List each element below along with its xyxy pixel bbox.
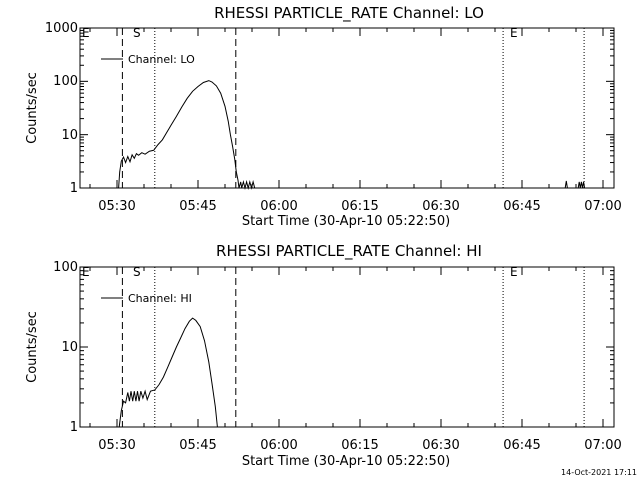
lo-y-tick-label: 10 (61, 128, 78, 143)
lo-x-tick-label: 05:45 (179, 199, 216, 214)
hi-chart-marks (80, 266, 614, 428)
hi-corner-label: E (82, 265, 90, 279)
lo-y-tick-label: 1 (70, 181, 78, 196)
hi-start-marker-label: S (133, 265, 141, 279)
footer-timestamp: 14-Oct-2021 17:11 (561, 468, 637, 477)
lo-chart-marks (80, 27, 614, 190)
lo-x-tick-label: 06:00 (260, 199, 297, 214)
hi-x-tick-label: 05:30 (98, 438, 135, 453)
lo-y-tick-label: 100 (53, 74, 78, 89)
lo-series-line (118, 80, 256, 190)
hi-x-tick-label: 06:00 (260, 438, 297, 453)
lo-end-marker-label: E (510, 26, 518, 40)
lo-chart-title: RHESSI PARTICLE_RATE Channel: LO (214, 4, 484, 23)
lo-x-tick-label: 06:45 (503, 199, 540, 214)
lo-start-marker-label: S (133, 26, 141, 40)
hi-y-tick-label: 1 (70, 420, 78, 435)
hi-x-tick-label: 06:15 (341, 438, 378, 453)
hi-plot-frame (79, 266, 615, 428)
hi-y-tick-label: 10 (61, 340, 78, 355)
lo-x-tick-label: 06:15 (341, 199, 378, 214)
hi-series-line (118, 317, 218, 428)
lo-panel: RHESSI PARTICLE_RATE Channel: LO Counts/… (25, 4, 622, 229)
lo-y-axis-label: Counts/sec (25, 72, 40, 144)
lo-legend-label: Channel: LO (128, 53, 195, 66)
lo-x-tick-label: 05:30 (98, 199, 135, 214)
hi-panel: RHESSI PARTICLE_RATE Channel: HI Counts/… (25, 242, 622, 469)
lo-x-tick-label: 06:30 (422, 199, 459, 214)
lo-x-axis-label: Start Time (30-Apr-10 05:22:50) (242, 214, 450, 229)
hi-y-axis-label: Counts/sec (25, 311, 40, 383)
hi-x-axis-label: Start Time (30-Apr-10 05:22:50) (242, 454, 450, 469)
hi-x-tick-label: 07:00 (584, 438, 621, 453)
hi-x-tick-label: 06:30 (422, 438, 459, 453)
hi-x-tick-label: 05:45 (179, 438, 216, 453)
lo-plot-frame (79, 27, 615, 189)
lo-series-line (564, 180, 586, 189)
lo-y-tick-label: 1000 (45, 21, 78, 36)
hi-legend-label: Channel: HI (128, 292, 192, 305)
lo-x-tick-label: 07:00 (584, 199, 621, 214)
hi-end-marker-label: E (510, 265, 518, 279)
hi-x-tick-label: 06:45 (503, 438, 540, 453)
hi-y-tick-label: 100 (53, 260, 78, 275)
lo-corner-label: E (82, 26, 90, 40)
hi-chart-title: RHESSI PARTICLE_RATE Channel: HI (216, 242, 482, 261)
